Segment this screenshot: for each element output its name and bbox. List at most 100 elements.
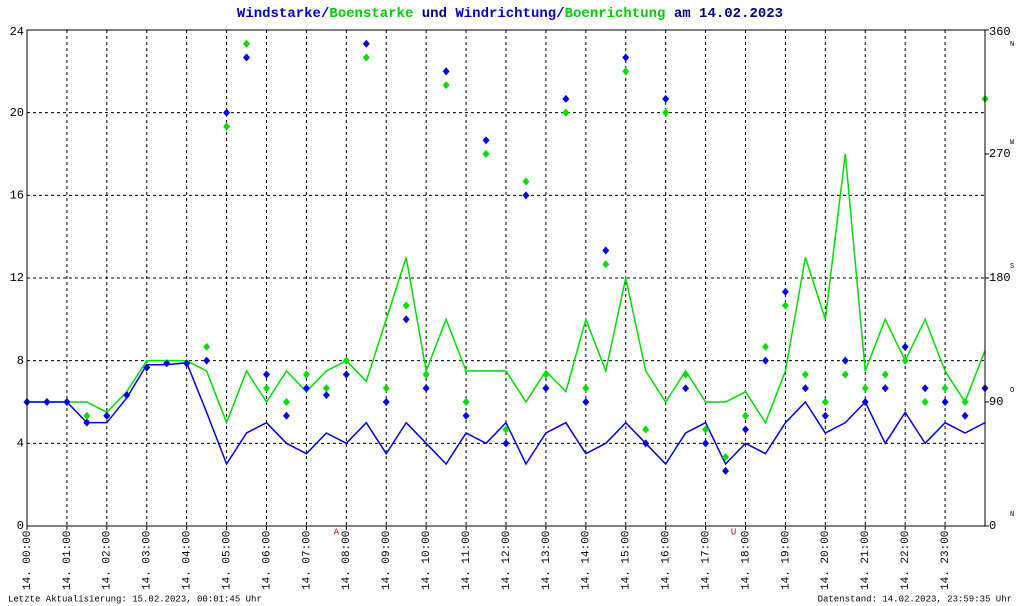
line-1	[27, 361, 986, 466]
annotation: A	[334, 527, 340, 537]
x-tick-label: 14. 08:00	[341, 531, 353, 590]
x-tick-label: 14. 01:00	[62, 531, 74, 590]
y2-tick-label: 0	[989, 519, 996, 533]
direction-point	[861, 398, 869, 406]
direction-point	[502, 425, 510, 434]
direction-point	[582, 384, 590, 393]
annotation: U	[731, 527, 736, 537]
footer-left: Letzte Aktualisierung: 15.02.2023, 00:01…	[8, 594, 262, 604]
x-tick-label: 14. 04:00	[182, 531, 194, 590]
direction-point	[223, 108, 231, 117]
direction-point	[562, 108, 570, 117]
direction-point	[342, 370, 350, 379]
direction-point	[322, 384, 330, 393]
compass-label: W	[1010, 139, 1015, 147]
direction-point	[642, 439, 650, 448]
direction-point	[223, 122, 231, 131]
x-tick-label: 14. 15:00	[621, 531, 633, 590]
x-tick-label: 14. 21:00	[860, 531, 872, 590]
x-tick-label: 14. 14:00	[581, 531, 593, 590]
title-part: Boenstarke	[329, 6, 413, 22]
direction-point	[881, 370, 889, 379]
title-part: Windstarke	[237, 6, 321, 22]
y2-tick-label: 180	[989, 271, 1011, 285]
direction-point	[761, 342, 769, 351]
direction-point	[722, 453, 730, 462]
direction-point	[103, 411, 111, 420]
direction-point	[682, 370, 690, 379]
direction-point	[263, 384, 270, 393]
direction-point	[542, 370, 550, 379]
direction-point	[662, 108, 670, 117]
x-tick-label: 14. 18:00	[740, 531, 752, 590]
direction-point	[562, 94, 570, 103]
direction-point	[622, 53, 630, 62]
y2-tick-label: 270	[989, 147, 1011, 161]
direction-point	[901, 356, 909, 365]
direction-point	[781, 287, 789, 296]
x-tick-label: 14. 17:00	[700, 531, 712, 590]
direction-point	[203, 342, 211, 351]
direction-point	[302, 370, 310, 379]
direction-point	[522, 177, 530, 186]
direction-point	[243, 39, 251, 48]
direction-point	[622, 67, 630, 76]
x-tick-label: 14. 13:00	[541, 531, 553, 590]
x-tick-label: 14. 07:00	[301, 531, 313, 590]
x-tick-label: 14. 03:00	[142, 531, 154, 590]
direction-point	[282, 411, 290, 420]
direction-point	[642, 425, 650, 434]
title-part: /	[556, 6, 564, 22]
direction-point	[801, 384, 809, 393]
direction-point	[781, 301, 789, 310]
direction-point	[522, 191, 530, 200]
direction-point	[382, 398, 390, 406]
title-part: und	[413, 6, 455, 22]
compass-label: N	[1010, 511, 1014, 519]
direction-point	[921, 384, 929, 393]
direction-point	[941, 398, 949, 406]
y-tick-label: 20	[10, 106, 24, 120]
title-part: am 14.02.2023	[665, 6, 783, 22]
y-tick-label: 16	[10, 189, 24, 203]
direction-point	[322, 391, 330, 400]
direction-point	[761, 356, 769, 365]
direction-point	[722, 466, 730, 475]
direction-point	[801, 370, 809, 379]
direction-point	[83, 411, 91, 420]
y-tick-label: 4	[17, 437, 24, 451]
direction-point	[841, 356, 849, 365]
direction-point	[742, 411, 749, 420]
title-part: Boenrichtung	[565, 6, 666, 22]
compass-label: N	[1010, 41, 1014, 49]
y-tick-label: 12	[10, 271, 24, 285]
direction-point	[482, 150, 490, 158]
x-tick-label: 14. 11:00	[461, 531, 473, 590]
direction-point	[682, 384, 690, 393]
x-tick-label: 14. 19:00	[780, 531, 792, 590]
direction-point	[462, 411, 470, 420]
chart-title: Windstarke/Boenstarke und Windrichtung/B…	[237, 6, 783, 22]
direction-point	[841, 370, 849, 379]
direction-point	[442, 67, 450, 76]
title-part: /	[321, 6, 329, 22]
direction-point	[702, 425, 710, 434]
direction-point	[402, 315, 410, 324]
title-part: Windrichtung	[455, 6, 556, 22]
direction-point	[422, 384, 430, 393]
x-tick-label: 14. 06:00	[261, 531, 273, 590]
direction-point	[382, 384, 390, 393]
direction-point	[282, 398, 290, 406]
direction-point	[582, 398, 590, 406]
plot-frame	[26, 29, 986, 527]
y-tick-label: 0	[17, 519, 24, 533]
compass-label: O	[1010, 387, 1014, 395]
x-tick-label: 14. 20:00	[820, 531, 832, 590]
direction-point	[821, 411, 829, 420]
direction-point	[881, 384, 889, 393]
direction-point	[123, 391, 131, 400]
direction-point	[742, 425, 749, 434]
y-tick-label: 24	[10, 25, 24, 39]
compass-label: S	[1010, 263, 1014, 271]
direction-point	[542, 384, 550, 393]
